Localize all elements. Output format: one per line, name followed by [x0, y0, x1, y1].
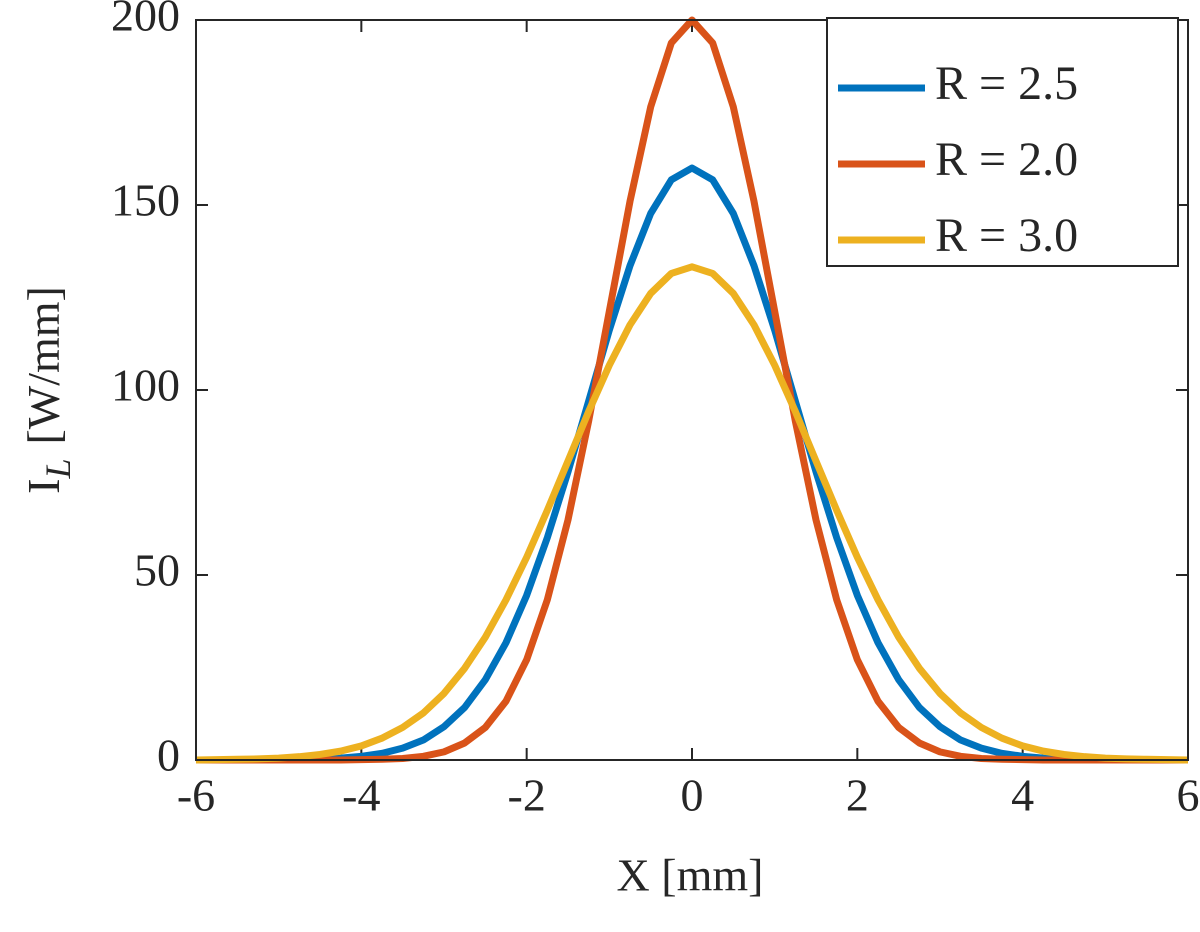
legend-box	[826, 17, 1179, 267]
y-label-main: I	[18, 479, 69, 494]
y-label-unit: [W/mm]	[18, 286, 69, 444]
y-tick-label: 200	[111, 0, 180, 41]
y-tick-label: 150	[111, 175, 180, 226]
x-tick-label: 4	[1011, 770, 1034, 821]
legend-label: R = 3.0	[935, 209, 1078, 262]
y-tick-label: 100	[111, 360, 180, 411]
legend-label: R = 2.5	[935, 57, 1078, 110]
x-tick-label: -6	[177, 770, 215, 821]
plot-frame	[195, 19, 1189, 761]
y-axis-label: IL [W/mm]	[18, 286, 79, 494]
x-tick-label: 6	[1177, 770, 1200, 821]
y-tick-label: 50	[134, 545, 180, 596]
x-tick-label: 0	[681, 770, 704, 821]
series-line	[195, 263, 1189, 764]
legend-label: R = 2.0	[935, 133, 1078, 186]
y-tick-label: 0	[157, 730, 180, 781]
x-tick-label: -4	[342, 770, 380, 821]
x-tick-label: -2	[508, 770, 546, 821]
x-tick-label: 2	[846, 770, 869, 821]
y-label-sub: L	[38, 459, 78, 480]
x-axis-label: X [mm]	[617, 850, 764, 901]
